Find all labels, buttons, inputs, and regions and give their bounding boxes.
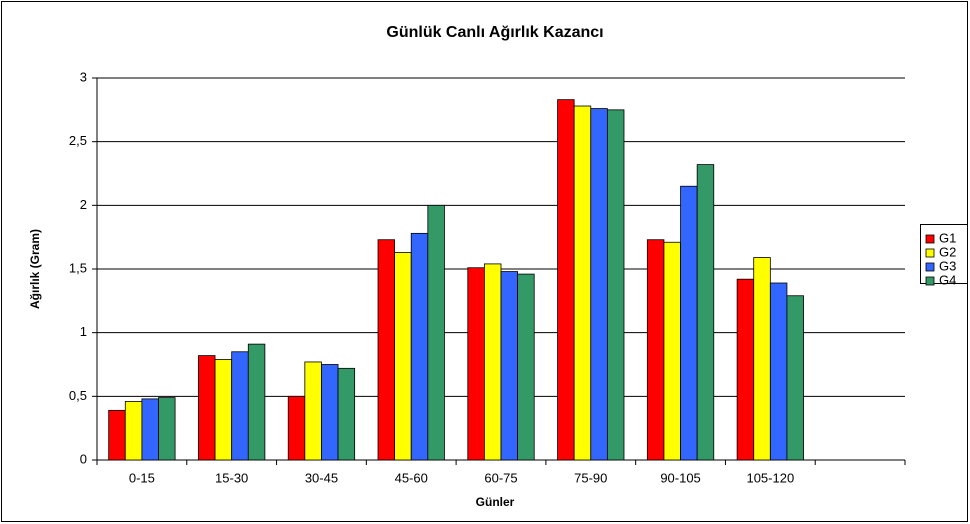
bar	[696, 164, 715, 461]
bar	[483, 263, 502, 461]
y-tick-label: 3	[80, 69, 87, 84]
bar	[321, 364, 339, 461]
bar	[557, 99, 575, 461]
bar	[158, 397, 176, 461]
x-tick-label: 45-60	[395, 470, 428, 485]
y-axis-title: Ağırlık (Gram)	[28, 229, 42, 309]
legend-label: G3	[939, 258, 956, 273]
bar	[304, 361, 322, 461]
bar	[287, 395, 306, 461]
bar	[410, 232, 429, 461]
x-tick-label: 90-105	[660, 470, 700, 485]
bar	[124, 401, 143, 461]
y-tick-label: 0,5	[69, 388, 87, 403]
legend-label: G4	[939, 272, 956, 287]
bar	[753, 257, 771, 461]
y-tick-label: 1,5	[69, 260, 87, 275]
bar	[680, 185, 698, 461]
bar	[214, 359, 233, 461]
x-tick-label: 15-30	[215, 470, 248, 485]
x-tick-label: 60-75	[484, 470, 517, 485]
bar	[573, 105, 592, 461]
bar	[394, 252, 412, 461]
bar	[467, 267, 485, 461]
y-tick-label: 1	[80, 324, 87, 339]
bar	[427, 204, 445, 461]
bar	[517, 273, 535, 461]
bar	[108, 409, 126, 461]
legend-swatch	[925, 262, 935, 272]
x-tick-label: 105-120	[746, 470, 794, 485]
bar	[231, 351, 249, 461]
y-tick-label: 0	[80, 451, 87, 466]
bar	[646, 239, 665, 461]
bar	[337, 367, 356, 461]
legend-label: G2	[939, 244, 956, 259]
x-axis-title: Günler	[476, 495, 515, 509]
legend-swatch	[925, 276, 935, 286]
legend-swatch	[925, 234, 935, 244]
bar	[500, 271, 519, 461]
bar	[247, 343, 266, 461]
chart-title: Günlük Canlı Ağırlık Kazancı	[386, 24, 603, 41]
bar	[736, 278, 755, 461]
x-tick-label: 75-90	[574, 470, 607, 485]
bar	[663, 241, 681, 461]
bar	[377, 239, 396, 461]
bar	[769, 282, 788, 461]
bar	[198, 355, 216, 461]
legend-label: G1	[939, 230, 956, 245]
bar	[141, 398, 159, 461]
bar	[606, 109, 625, 461]
y-tick-label: 2,5	[69, 133, 87, 148]
x-tick-label: 0-15	[129, 470, 155, 485]
y-tick-label: 2	[80, 197, 87, 212]
bar	[590, 108, 608, 461]
bar	[786, 295, 804, 461]
legend-swatch	[925, 248, 935, 258]
x-tick-label: 30-45	[305, 470, 338, 485]
